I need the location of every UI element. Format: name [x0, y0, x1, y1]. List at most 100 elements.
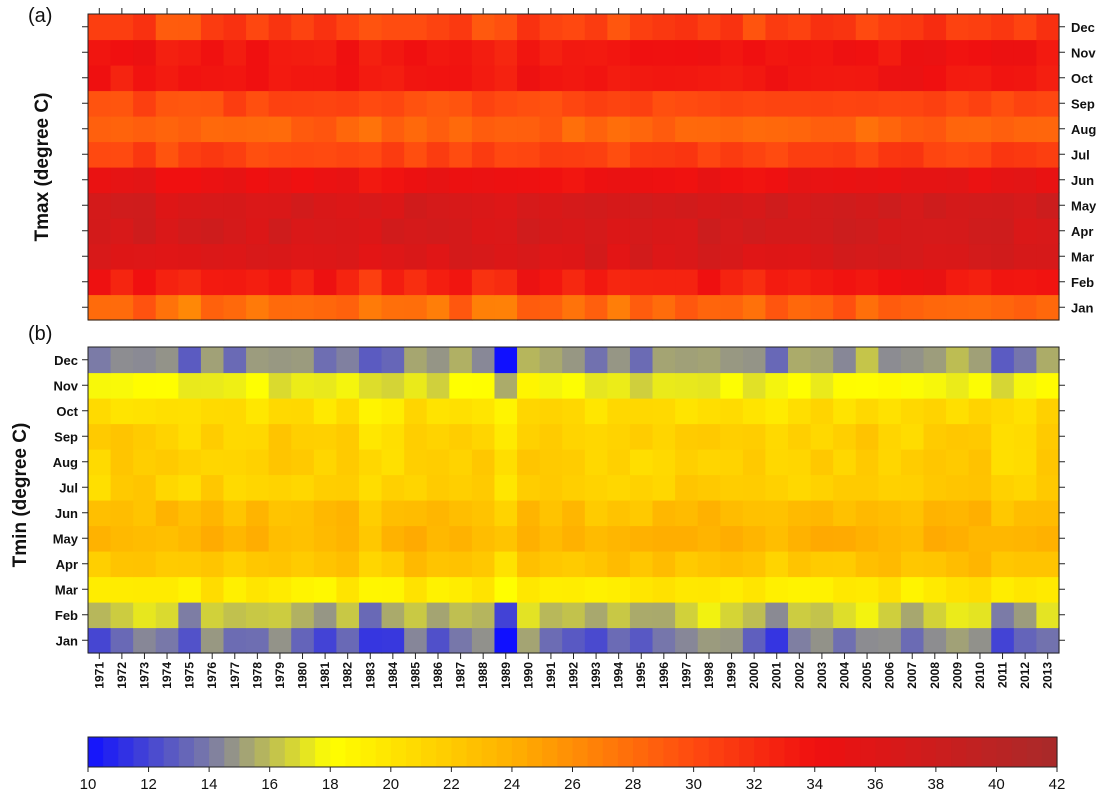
heatmap-cell [652, 243, 676, 270]
heatmap-cell [268, 576, 292, 603]
heatmap-cell [358, 347, 383, 374]
heatmap-cell [629, 602, 654, 629]
heatmap-cell [358, 500, 383, 527]
colorbar-tick-label: 16 [261, 776, 278, 793]
heatmap-cell [404, 372, 428, 399]
colorbar-segment [814, 737, 831, 767]
heatmap-cell [110, 65, 134, 92]
heatmap-cell [720, 347, 744, 374]
colorbar-tick-label: 30 [685, 776, 702, 793]
heatmap-cell [449, 449, 473, 476]
heatmap-cell [404, 551, 428, 578]
heatmap-cell [471, 372, 496, 399]
heatmap-cell [720, 398, 744, 425]
heatmap-cell [155, 347, 179, 374]
heatmap-cell [88, 218, 112, 245]
heatmap-cell [1013, 525, 1038, 552]
heatmap-cell [720, 423, 744, 450]
heatmap-cell [268, 551, 292, 578]
heatmap-cell [291, 576, 315, 603]
heatmap-cell [449, 576, 473, 603]
heatmap-cell [629, 398, 654, 425]
heatmap-cell [697, 65, 721, 92]
heatmap-cell [404, 141, 428, 168]
heatmap-cell [788, 90, 812, 117]
heatmap-cell [381, 372, 405, 399]
heatmap-cell [968, 294, 992, 321]
heatmap-cell [539, 269, 563, 296]
heatmap-cell [471, 14, 496, 41]
heatmap-cell [810, 602, 834, 629]
heatmap-cell [88, 525, 112, 552]
heatmap-cell [517, 398, 541, 425]
year-label: 1981 [318, 662, 332, 689]
heatmap-cell [336, 65, 360, 92]
heatmap-cell [155, 167, 179, 194]
heatmap-cell [923, 14, 947, 41]
heatmap-cell [788, 218, 812, 245]
heatmap-cell [223, 243, 247, 270]
heatmap-cell [833, 167, 857, 194]
heatmap-cell [110, 243, 134, 270]
heatmap-cell [155, 398, 179, 425]
panel-a-label: (a) [28, 5, 52, 27]
colorbar-segment [375, 737, 392, 767]
heatmap-cell [720, 372, 744, 399]
heatmap-cell [1013, 551, 1038, 578]
heatmap-cell [855, 218, 879, 245]
heatmap-cell [268, 141, 292, 168]
heatmap-cell [810, 39, 834, 66]
heatmap-cell [1013, 576, 1038, 603]
heatmap-cell [449, 65, 473, 92]
heatmap-cell [223, 551, 247, 578]
heatmap-cell [675, 576, 699, 603]
heatmap-cell [765, 347, 789, 374]
heatmap-cell [517, 141, 541, 168]
heatmap-cell [246, 116, 270, 143]
heatmap-cell [268, 218, 292, 245]
heatmap-cell [246, 14, 270, 41]
heatmap-cell [742, 116, 767, 143]
heatmap-cell [923, 192, 947, 219]
heatmap-cell [200, 474, 225, 501]
heatmap-cell [426, 39, 450, 66]
heatmap-cell [313, 116, 337, 143]
heatmap-cell [246, 39, 270, 66]
heatmap-cell [675, 141, 699, 168]
heatmap-cell [607, 192, 631, 219]
year-label: 1977 [228, 662, 242, 689]
heatmap-cell [155, 294, 179, 321]
heatmap-cell [855, 423, 879, 450]
heatmap-cell [291, 525, 315, 552]
heatmap-cell [133, 294, 157, 321]
heatmap-cell [720, 141, 744, 168]
heatmap-cell [200, 39, 225, 66]
heatmap-cell [313, 14, 337, 41]
heatmap-cell [246, 269, 270, 296]
heatmap-cell [336, 602, 360, 629]
heatmap-cell [968, 141, 992, 168]
heatmap-cell [517, 449, 541, 476]
colorbar-segment [527, 737, 543, 767]
year-axis: 1971 1972 1973 1974 1975 1976 1977 1978 1979 1980… [92, 662, 1054, 689]
heatmap-cell [810, 14, 834, 41]
heatmap-cell [923, 398, 947, 425]
heatmap-cell [629, 243, 654, 270]
year-label: 1989 [499, 662, 513, 689]
heatmap-cell [517, 372, 541, 399]
heatmap-cell [855, 627, 879, 654]
heatmap-cell [426, 116, 450, 143]
heatmap-cell [268, 65, 292, 92]
heatmap-cell [720, 525, 744, 552]
heatmap-cell [652, 192, 676, 219]
heatmap-cell [833, 449, 857, 476]
heatmap-cell [178, 14, 202, 41]
heatmap-cell [584, 269, 608, 296]
heatmap-cell [246, 576, 270, 603]
heatmap-cell [336, 525, 360, 552]
heatmap-cell [697, 500, 721, 527]
heatmap-cell [742, 269, 767, 296]
colorbar-segment [360, 737, 377, 767]
heatmap-cell [381, 551, 405, 578]
heatmap-cell [223, 372, 247, 399]
